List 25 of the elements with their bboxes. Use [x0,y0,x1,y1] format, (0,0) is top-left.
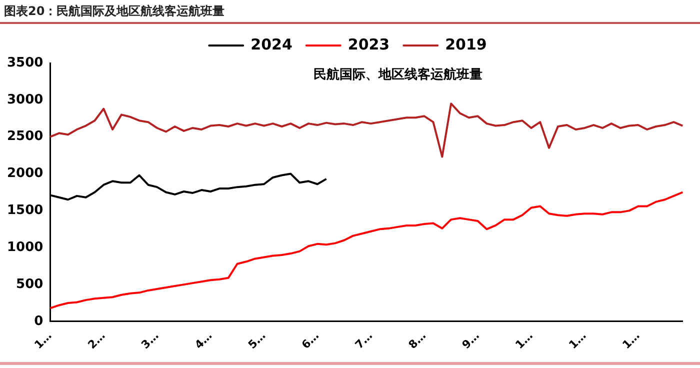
y-tick-label: 3500 [6,55,44,70]
x-tick-label: 1… [32,329,54,352]
x-tick-label: 1… [512,329,536,352]
x-tick-label: 6… [299,329,322,352]
x-tick-label: 1… [566,329,589,352]
y-tick-label: 500 [16,276,44,292]
x-tick-label: 2… [85,329,108,352]
legend-label: 2023 [348,35,390,54]
y-tick-label: 2500 [6,129,44,144]
chart-subtitle: 民航国际、地区线客运航班量 [314,66,483,82]
y-tick-label: 1000 [6,240,44,255]
chart-title: 图表20：民航国际及地区航线客运航班量 [0,0,700,24]
x-tick-label: 3… [138,329,162,352]
legend-label: 2024 [250,35,292,54]
y-tick-label: 2000 [6,166,44,182]
x-tick-label: 5… [246,329,268,352]
y-tick-label: 1500 [6,203,44,218]
x-tick-label: 9… [460,329,482,352]
x-tick-label: 7… [352,329,376,352]
x-tick-label: 8… [406,329,428,352]
legend-label: 2019 [445,35,487,54]
x-tick-label: 4… [192,329,215,352]
y-tick-label: 0 [34,314,44,329]
x-tick-label: 1… [620,329,642,352]
y-tick-label: 3000 [6,92,44,108]
